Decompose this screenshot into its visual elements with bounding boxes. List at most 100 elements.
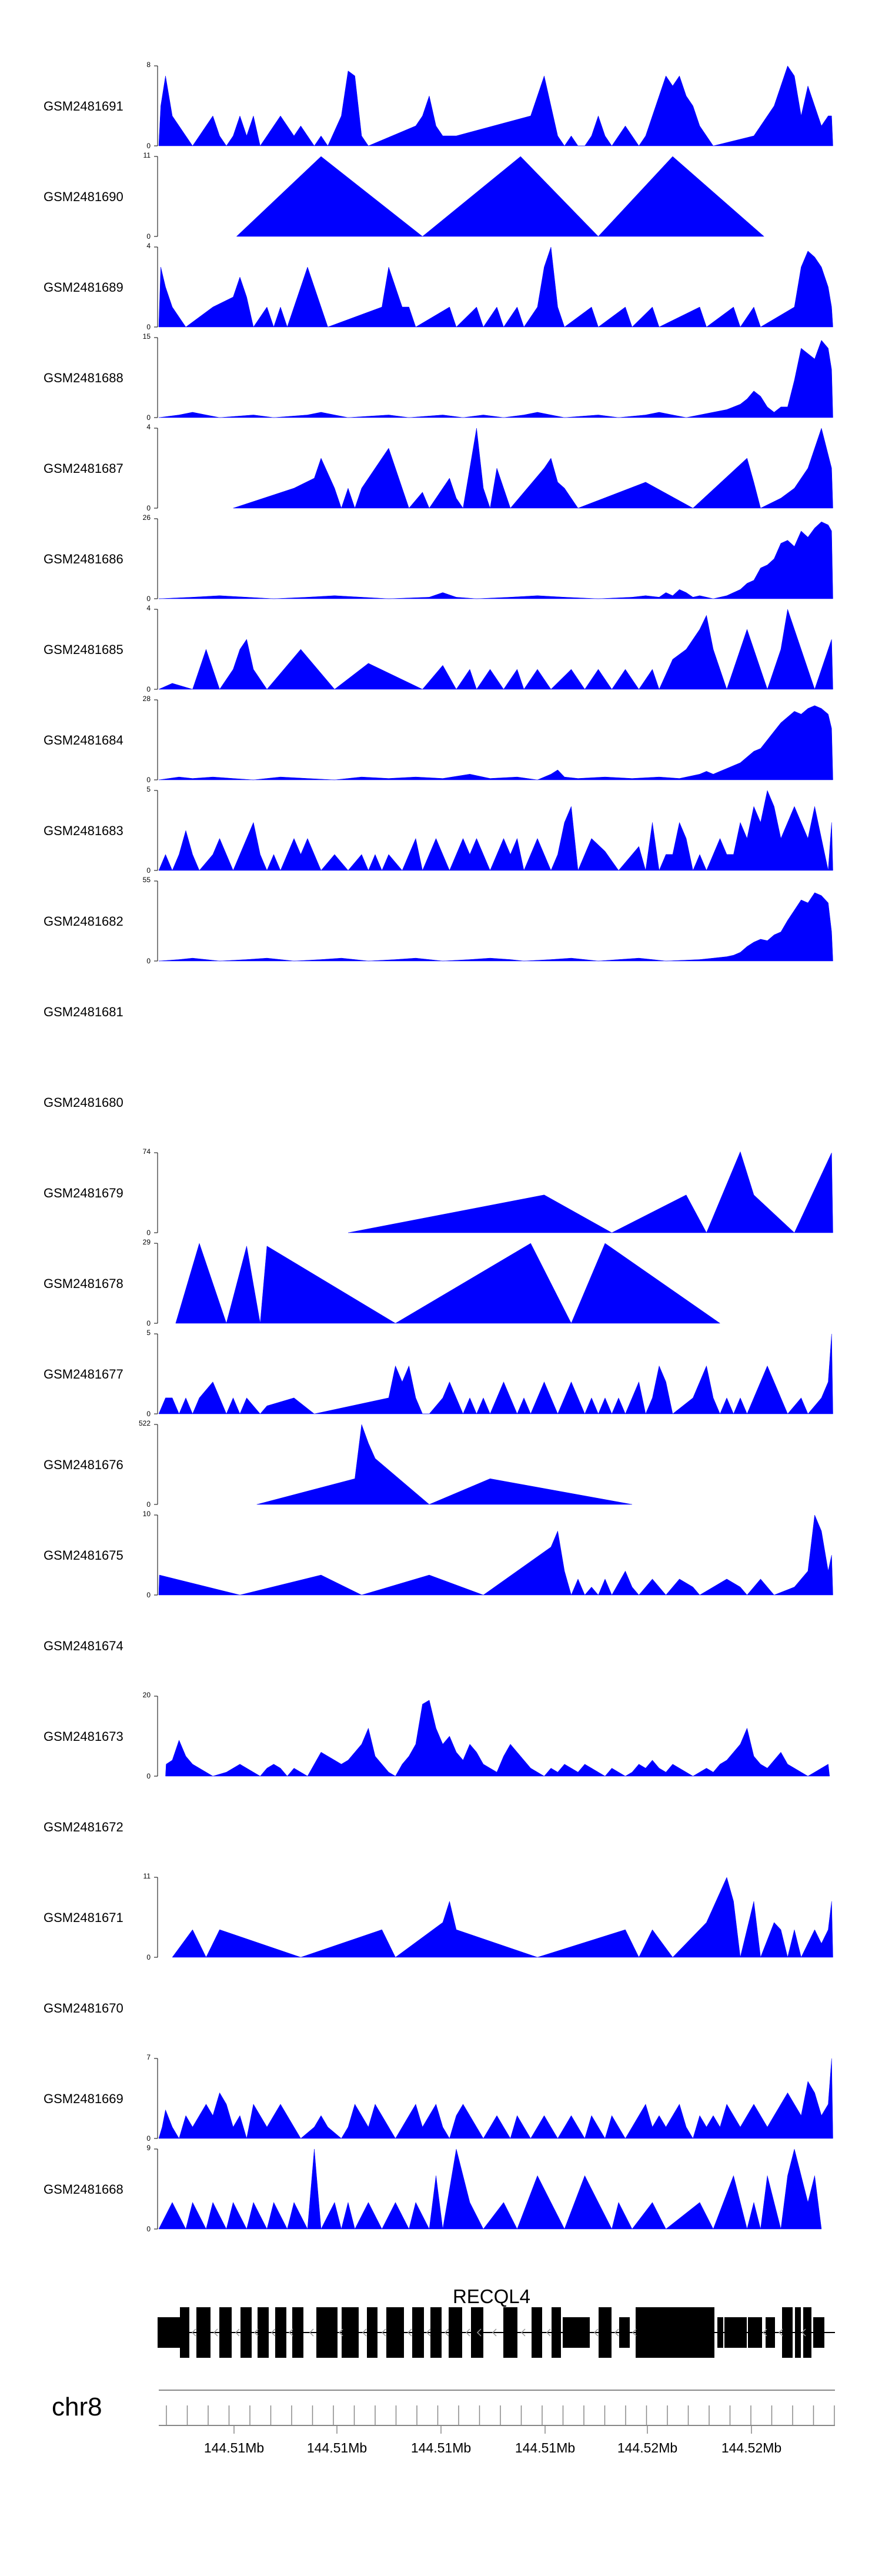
gene-exon: [599, 2307, 612, 2358]
gene-exon: [803, 2307, 811, 2358]
coverage-area: [256, 1424, 633, 1505]
axis-tick-label: 144.51Mb: [515, 2440, 575, 2455]
gene-exons: [158, 2307, 824, 2358]
y-min-label: 0: [146, 2225, 151, 2233]
gene-exon: [532, 2307, 542, 2358]
axis-tick-label: 144.52Mb: [617, 2440, 677, 2455]
y-min-label: 0: [146, 595, 151, 603]
y-min-label: 0: [146, 1229, 151, 1237]
gene-exon: [430, 2307, 442, 2358]
sample-label: GSM2481682: [44, 914, 123, 929]
track-GSM2481687: GSM2481687 4 0: [44, 423, 833, 512]
coverage-area: [158, 1333, 833, 1414]
track-GSM2481674: GSM2481674: [44, 1639, 123, 1653]
track-GSM2481672: GSM2481672: [44, 1820, 123, 1834]
y-max-label: 5: [146, 1329, 151, 1337]
y-min-label: 0: [146, 323, 151, 331]
axis-tick-label: 144.51Mb: [204, 2440, 264, 2455]
y-min-label: 0: [146, 1319, 151, 1327]
track-GSM2481675: GSM2481675 10 0: [44, 1510, 833, 1599]
coverage-area: [236, 156, 764, 237]
y-min-label: 0: [146, 1410, 151, 1418]
track-GSM2481677: GSM2481677 5 0: [44, 1329, 833, 1418]
track-GSM2481683: GSM2481683 5 0: [44, 785, 833, 875]
y-min-label: 0: [146, 504, 151, 512]
coverage-area: [158, 892, 833, 962]
sample-label: GSM2481680: [44, 1095, 123, 1110]
sample-label: GSM2481687: [44, 461, 123, 476]
y-min-label: 0: [146, 413, 151, 422]
strand-arrow: [362, 2328, 367, 2337]
gene-track: RECQL4: [158, 2285, 835, 2358]
y-min-label: 0: [146, 866, 151, 875]
y-min-label: 0: [146, 776, 151, 784]
axis-tick-label: 144.51Mb: [411, 2440, 471, 2455]
y-min-label: 0: [146, 1500, 151, 1509]
y-max-label: 20: [143, 1691, 151, 1699]
genome-axis: chr8 144.51Mb 144.51Mb 144.51Mb 144.51Mb 144…: [52, 2390, 835, 2455]
strand-arrow: [614, 2328, 619, 2337]
chromosome-label: chr8: [52, 2393, 102, 2421]
y-max-label: 11: [143, 151, 151, 159]
axis-ticks: [166, 2405, 835, 2434]
gene-exon: [563, 2317, 590, 2348]
coverage-area: [158, 246, 833, 328]
gene-exon: [552, 2307, 561, 2358]
strand-arrow: [520, 2328, 526, 2337]
gene-exon: [275, 2307, 286, 2358]
track-GSM2481691: GSM2481691 8 0: [44, 61, 833, 150]
gene-exon: [180, 2307, 189, 2358]
y-min-label: 0: [146, 2134, 151, 2143]
track-GSM2481681: GSM2481681: [44, 1005, 123, 1019]
track-GSM2481679: GSM2481679 74 0: [44, 1147, 833, 1237]
coverage-area: [158, 609, 833, 690]
y-min-label: 0: [146, 232, 151, 241]
sample-label: GSM2481672: [44, 1820, 123, 1834]
coverage-area: [158, 705, 833, 780]
sample-label: GSM2481677: [44, 1367, 123, 1382]
y-max-label: 11: [143, 1872, 151, 1880]
strand-arrow: [762, 2328, 767, 2337]
coverage-area: [348, 1151, 833, 1233]
coverage-area: [158, 2148, 822, 2230]
strand-arrow: [492, 2328, 497, 2337]
strand-arrow: [426, 2328, 431, 2337]
gene-exon: [717, 2317, 723, 2348]
sample-label: GSM2481678: [44, 1276, 123, 1291]
sample-label: GSM2481673: [44, 1729, 123, 1744]
strand-arrow: [546, 2328, 551, 2337]
track-GSM2481688: GSM2481688 15 0: [44, 332, 833, 422]
gene-name: RECQL4: [453, 2285, 530, 2307]
y-max-label: 8: [146, 61, 151, 69]
gene-exon: [795, 2307, 801, 2358]
strand-arrow: [465, 2328, 470, 2337]
gene-exon: [766, 2317, 775, 2348]
coverage-area: [158, 790, 833, 871]
coverage-area: [165, 1700, 830, 1777]
y-max-label: 7: [146, 2053, 151, 2061]
axis-tick-label: 144.51Mb: [307, 2440, 367, 2455]
track-GSM2481684: GSM2481684 28 0: [44, 695, 833, 784]
sample-label: GSM2481679: [44, 1186, 123, 1200]
y-min-label: 0: [146, 1772, 151, 1780]
sample-label: GSM2481683: [44, 823, 123, 838]
strand-arrow: [191, 2328, 196, 2337]
y-min-label: 0: [146, 957, 151, 965]
gene-exon: [449, 2307, 462, 2358]
track-GSM2481685: GSM2481685 4 0: [44, 604, 833, 693]
gene-exon: [196, 2307, 211, 2358]
sample-tracks: GSM248169180GSM2481690110GSM248168940GSM…: [44, 61, 833, 2233]
gene-exon: [342, 2307, 359, 2358]
y-max-label: 10: [143, 1510, 151, 1518]
strand-arrow: [270, 2328, 276, 2337]
y-max-label: 15: [143, 332, 151, 341]
strand-arrow: [235, 2328, 240, 2337]
sample-label: GSM2481689: [44, 280, 123, 295]
track-GSM2481680: GSM2481680: [44, 1095, 123, 1110]
gene-exon: [292, 2307, 303, 2358]
y-max-label: 4: [146, 423, 151, 431]
gene-exon: [386, 2307, 404, 2358]
strand-arrow: [253, 2328, 259, 2337]
strand-arrow: [381, 2328, 386, 2337]
